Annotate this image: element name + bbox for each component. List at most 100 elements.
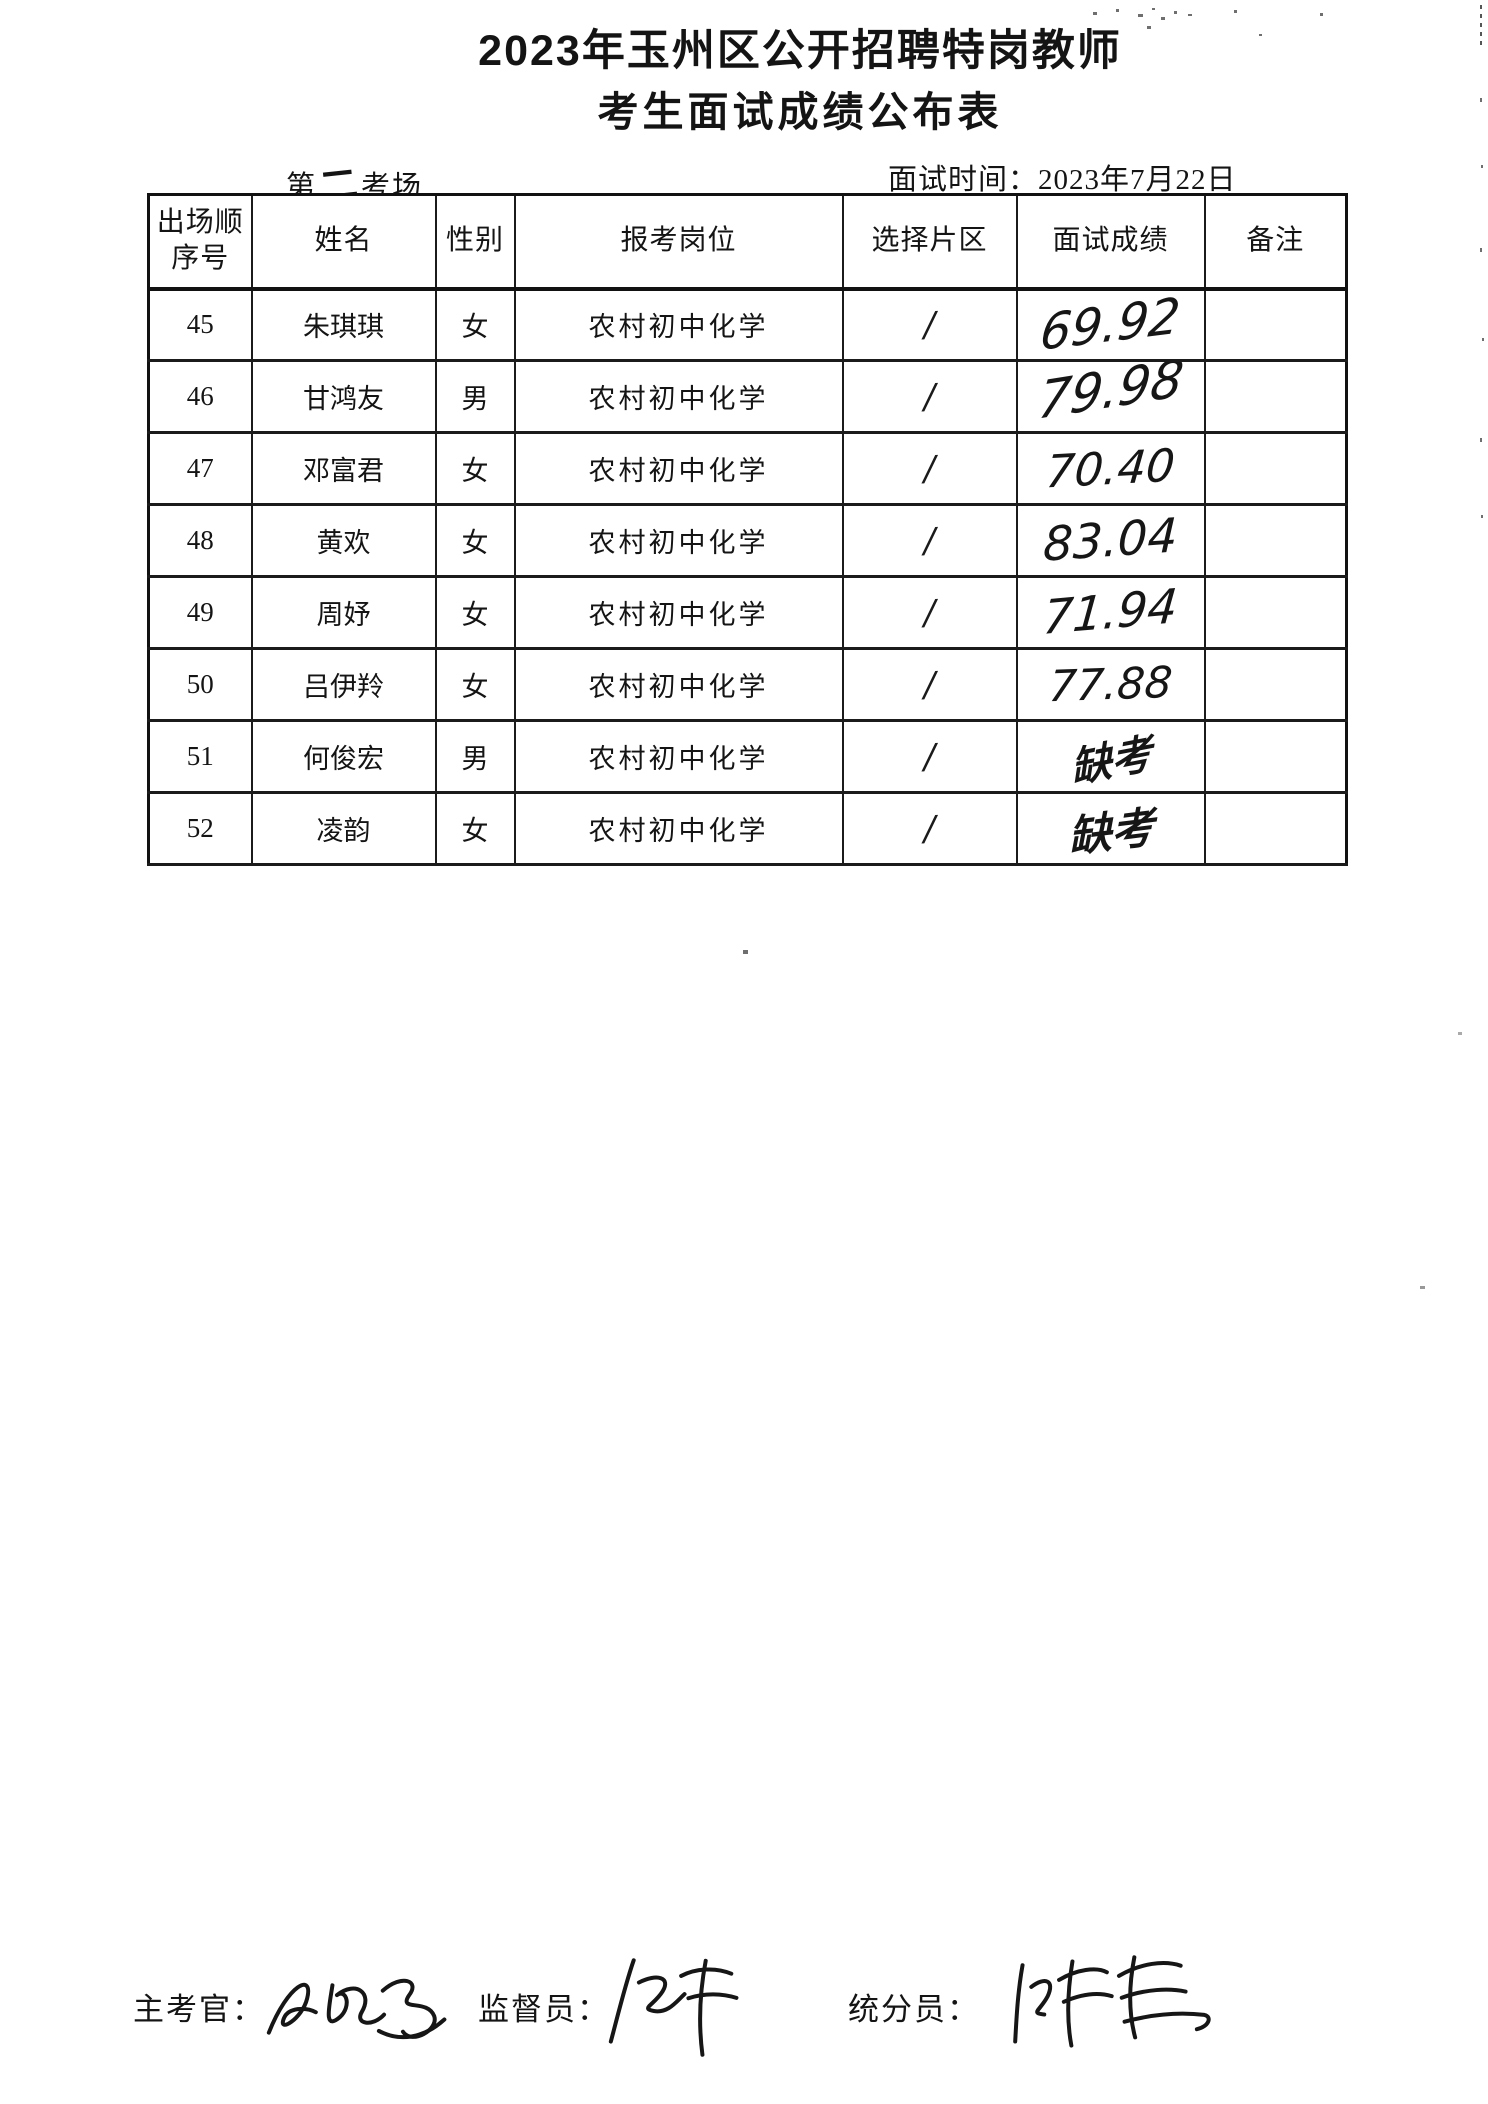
table-row: 45 朱琪琪 女 农村初中化学 / 69.92 (147, 287, 1348, 362)
gender-cell: 男 (434, 359, 516, 434)
header-gender: 性别 (434, 193, 516, 291)
district-cell: / (841, 791, 1018, 866)
district-cell: / (841, 359, 1018, 434)
score-cell: 缺考 (1015, 791, 1206, 866)
gender-cell: 女 (434, 575, 516, 650)
scan-artifact (1480, 438, 1482, 442)
handwritten-slash: / (920, 448, 939, 489)
gender-cell: 女 (434, 503, 516, 578)
interview-time: 面试时间：2023年7月22日 (888, 156, 1237, 198)
remark-cell (1203, 359, 1348, 434)
district-cell: / (841, 503, 1018, 578)
scan-artifact (1481, 515, 1483, 518)
position-cell: 农村初中化学 (513, 647, 844, 722)
name-cell: 黄欢 (250, 503, 437, 578)
header-name: 姓名 (250, 193, 437, 291)
table-row: 50 吕伊羚 女 农村初中化学 / 77.88 (147, 647, 1348, 722)
position-cell: 农村初中化学 (513, 503, 844, 578)
name-cell: 凌韵 (250, 791, 437, 866)
gender-cell: 女 (434, 791, 516, 866)
scan-artifact (1480, 248, 1482, 252)
remark-cell (1203, 647, 1348, 722)
handwritten-slash: / (920, 664, 939, 705)
order-cell: 47 (147, 431, 253, 506)
header-district: 选择片区 (841, 193, 1018, 291)
scan-artifact (1138, 14, 1143, 17)
header-row: 出场顺序号 姓名 性别 报考岗位 选择片区 面试成绩 备注 (147, 193, 1348, 291)
table-row: 52 凌韵 女 农村初中化学 / 缺考 (147, 791, 1348, 866)
remark-cell (1203, 431, 1348, 506)
remark-cell (1203, 503, 1348, 578)
scan-artifact (1320, 13, 1323, 16)
scan-artifact (1161, 17, 1165, 20)
district-cell: / (841, 431, 1018, 506)
district-cell: / (841, 647, 1018, 722)
district-cell: / (841, 575, 1018, 650)
scan-artifact (1420, 1286, 1425, 1289)
chief-examiner-label: 主考官： (133, 1992, 265, 2027)
score-cell: 69.92 (1015, 287, 1206, 362)
table-header: 出场顺序号 姓名 性别 报考岗位 选择片区 面试成绩 备注 (147, 193, 1348, 291)
interview-time-label: 面试时间： (888, 164, 1039, 196)
scorer-label: 统分员： (848, 1992, 980, 2027)
handwritten-score: 79.98 (1035, 360, 1188, 433)
scan-artifact (1480, 5, 1482, 49)
supervisor-signature-icon (600, 1949, 764, 2070)
score-cell: 缺考 (1015, 719, 1206, 794)
order-cell: 45 (147, 287, 253, 362)
handwritten-score: 71.94 (1041, 578, 1180, 647)
order-cell: 48 (147, 503, 253, 578)
table-row: 51 何俊宏 男 农村初中化学 / 缺考 (147, 719, 1348, 794)
order-cell: 50 (147, 647, 253, 722)
gender-cell: 女 (434, 431, 516, 506)
scan-artifact (1093, 12, 1097, 15)
handwritten-slash: / (920, 520, 939, 561)
remark-cell (1203, 287, 1348, 362)
scan-artifact (1480, 98, 1482, 102)
handwritten-slash: / (920, 376, 939, 417)
scan-artifact (1174, 11, 1177, 14)
position-cell: 农村初中化学 (513, 719, 844, 794)
scan-artifact (1234, 10, 1237, 13)
table-body: 45 朱琪琪 女 农村初中化学 / 69.92 46 甘鸿友 男 农村初中化学 … (147, 287, 1348, 866)
handwritten-score: 69.92 (1037, 288, 1184, 361)
gender-cell: 女 (434, 647, 516, 722)
remark-cell (1203, 575, 1348, 650)
handwritten-slash: / (920, 808, 939, 849)
handwritten-score: 70.40 (1043, 438, 1178, 499)
scan-artifact (1152, 8, 1155, 10)
position-cell: 农村初中化学 (513, 791, 844, 866)
header-position: 报考岗位 (513, 193, 844, 291)
header-remark: 备注 (1203, 193, 1348, 291)
position-cell: 农村初中化学 (513, 575, 844, 650)
handwritten-slash: / (920, 736, 939, 777)
scan-artifact (1458, 1032, 1462, 1035)
district-cell: / (841, 287, 1018, 362)
score-cell: 79.98 (1015, 359, 1206, 434)
score-cell: 70.40 (1015, 431, 1206, 506)
table-row: 46 甘鸿友 男 农村初中化学 / 79.98 (147, 359, 1348, 434)
interview-time-value: 2023年7月22日 (1038, 164, 1237, 196)
position-cell: 农村初中化学 (513, 287, 844, 362)
score-cell: 77.88 (1015, 647, 1206, 722)
scorer-signature-icon (1006, 1944, 1225, 2066)
handwritten-absent-mark: 缺考 (1068, 728, 1154, 793)
order-cell: 46 (147, 359, 253, 434)
name-cell: 朱琪琪 (250, 287, 437, 362)
position-cell: 农村初中化学 (513, 431, 844, 506)
name-cell: 邓富君 (250, 431, 437, 506)
scan-artifact (1147, 26, 1151, 29)
name-cell: 吕伊羚 (250, 647, 437, 722)
handwritten-absent-mark: 缺考 (1066, 802, 1155, 863)
document-title-line2: 考生面试成绩公布表 (597, 89, 1003, 135)
scan-artifact (1481, 165, 1483, 168)
table-row: 47 邓富君 女 农村初中化学 / 70.40 (147, 431, 1348, 506)
table-row: 48 黄欢 女 农村初中化学 / 83.04 (147, 503, 1348, 578)
handwritten-slash: / (920, 304, 939, 346)
name-cell: 何俊宏 (250, 719, 437, 794)
scan-artifact (1482, 338, 1484, 341)
name-cell: 甘鸿友 (250, 359, 437, 434)
scores-table: 出场顺序号 姓名 性别 报考岗位 选择片区 面试成绩 备注 45 朱琪琪 女 农… (147, 193, 1348, 866)
document-header: 2023年玉州区公开招聘特岗教师 考生面试成绩公布表 (110, 24, 1488, 138)
